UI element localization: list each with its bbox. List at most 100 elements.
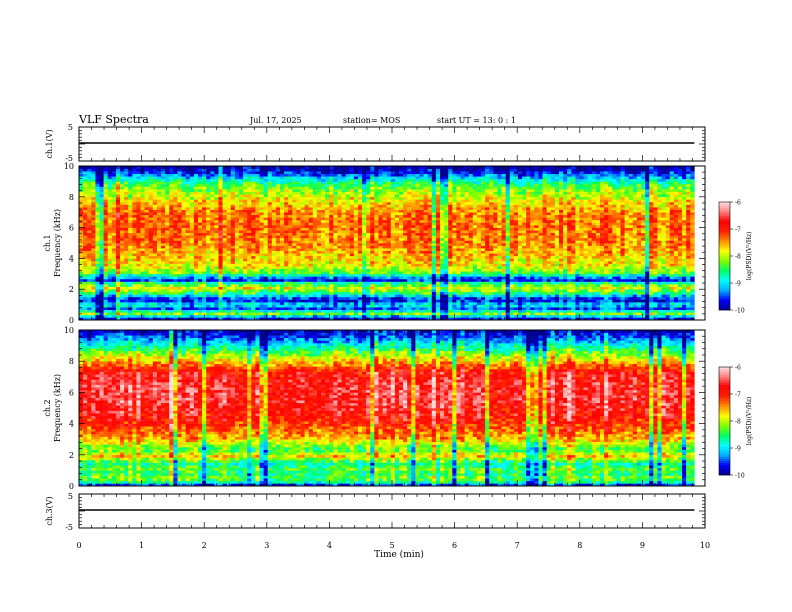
spectrogram-cell [263,217,269,221]
spectrogram-cell [247,201,252,205]
spectrogram-cell [251,168,256,172]
spectrogram-cell [107,289,113,293]
spectrogram-cell [169,296,174,300]
spectrogram-cell [181,245,186,249]
spectrogram-cell [83,289,88,293]
spectrogram-cell [214,232,219,236]
spectrogram-cell [403,248,408,251]
spectrogram-cell [386,253,392,257]
spectrogram-cell [337,237,342,241]
spectrogram-cell [165,196,170,200]
spectrogram-cell [181,194,186,198]
spectrogram-cell [144,237,150,241]
spectrogram-cell [181,281,186,285]
spectrogram-cell [238,171,244,174]
spectrogram-cell [304,204,310,208]
spectrogram-cell [210,304,215,308]
spectrogram-cell [173,186,178,190]
spectrogram-cell [337,278,342,282]
spectrogram-cell [161,230,166,234]
spectrogram-cell [111,166,117,169]
spectrogram-cell [407,166,412,169]
spectrogram-cell [124,291,129,295]
spectrogram-cell [197,222,203,226]
spectrogram-cell [156,299,162,303]
spectrogram-cell [111,281,117,285]
spectrogram-cell [173,312,178,316]
spectrogram-cell [91,276,96,280]
spectrogram-cell [251,196,256,200]
spectrogram-cell [144,225,150,228]
spectrogram-cell [275,235,281,239]
spectrogram-cell [341,230,346,234]
spectrogram-cell [173,235,178,239]
spectrogram-cell [173,271,178,275]
spectrogram-cell [181,286,186,290]
spectrogram-cell [403,183,408,187]
spectrogram-cell [124,186,129,190]
spectrogram-cell [197,171,203,174]
spectrogram-cell [238,194,244,198]
spectrogram-cell [267,278,273,282]
spectrogram-cell [132,248,137,251]
spectrogram-cell [333,312,338,316]
spectrogram-cell [316,248,322,251]
spectrogram-cell [103,255,109,259]
spectrogram-cell [345,276,351,280]
spectrogram-cell [210,312,215,316]
spectrogram-cell [394,232,400,236]
spectrogram-cell [296,278,301,282]
spectrogram-cell [87,196,92,200]
spectrogram-cell [169,212,174,216]
spectrogram-cell [390,286,396,290]
spectrogram-cell [362,181,367,185]
spectrogram-cell [115,225,121,228]
spectrogram-cell [197,243,203,246]
spectrogram-cell [173,278,178,282]
spectrogram-cell [99,183,104,187]
spectrogram-cell [222,232,227,236]
spectrogram-cell [79,237,84,241]
spectrogram-cell [132,317,137,321]
spectrogram-cell [115,276,121,280]
spectrogram-cell [407,168,412,172]
spectrogram-cell [284,173,289,177]
spectrogram-cell [304,299,310,303]
spectrogram-cell [300,214,305,218]
spectrogram-cell [345,227,351,231]
spectrogram-cell [316,289,322,293]
spectrogram-cell [115,266,121,269]
spectrogram-cell [333,278,338,282]
spectrogram-cell [259,243,264,246]
spectrogram-cell [107,307,113,311]
spectrogram-cell [267,227,273,231]
spectrogram-cell [95,194,100,198]
spectrogram-cell [214,191,219,195]
spectrogram-cell [353,181,359,185]
spectrogram-cell [349,171,355,174]
spectrogram-cell [103,309,109,313]
spectrogram-cell [366,276,371,280]
spectrogram-cell [247,196,252,200]
spectrogram-cell [349,183,355,187]
spectrogram-cell [382,317,387,321]
spectrogram-cell [140,240,145,244]
spectrogram-cell [345,281,351,285]
spectrogram-cell [370,230,375,234]
spectrogram-cell [357,302,363,305]
spectrogram-cell [386,171,392,174]
spectrogram-cell [83,276,88,280]
spectrogram-cell [403,296,408,300]
spectrogram-cell [378,276,383,280]
spectrogram-cell [124,309,129,313]
spectrogram-cell [394,253,400,257]
spectrogram-cell [132,212,137,216]
spectrogram-cell [308,191,314,195]
spectrogram-cell [140,243,145,246]
spectrogram-cell [263,183,269,187]
spectrogram-cell [169,219,174,223]
spectrogram-cell [337,243,342,246]
spectrogram-cell [173,191,178,195]
spectrogram-cell [382,181,387,185]
spectrogram-cell [95,217,100,221]
